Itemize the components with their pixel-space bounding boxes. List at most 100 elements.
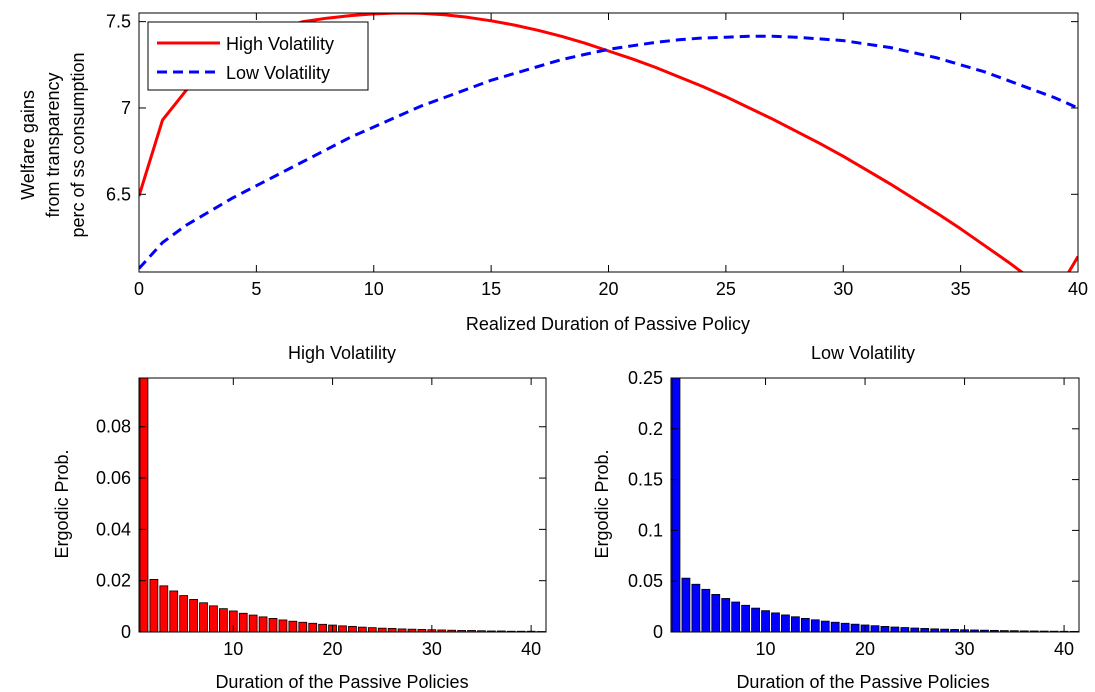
bar: [367, 627, 377, 633]
legend-label-low-volatility: Low Volatility: [226, 63, 330, 83]
axes-box: [138, 377, 547, 633]
bar: [348, 625, 357, 633]
x-tick-label: 40: [1068, 279, 1088, 299]
y-tick-label: 0.04: [96, 519, 131, 539]
bar: [701, 588, 711, 633]
x-tick-label: 30: [833, 279, 853, 299]
bar: [880, 626, 890, 633]
bar: [199, 602, 208, 633]
bar: [751, 607, 760, 633]
bar: [870, 625, 880, 633]
bar: [248, 614, 258, 633]
bar: [691, 583, 701, 633]
y-axis-label: Ergodic Prob.: [592, 449, 612, 558]
bar: [910, 627, 920, 633]
bar: [840, 622, 850, 633]
legend-label-high-volatility: High Volatility: [226, 34, 334, 54]
y-tick-label: 6.5: [106, 184, 131, 204]
chart-title-low-volatility: Low Volatility: [811, 343, 915, 363]
bar: [791, 616, 800, 633]
y-axis-label-line-1: Welfare gains: [18, 90, 38, 200]
y-axis-label: Ergodic Prob.: [52, 449, 72, 558]
bar: [377, 627, 387, 633]
bar: [820, 620, 830, 633]
y-axis-label-line-3: perc of ss consumption: [68, 52, 88, 237]
legend-box: [147, 21, 369, 91]
bar: [189, 599, 198, 633]
bar: [139, 377, 149, 633]
plot-axes: [670, 377, 1080, 633]
y-tick-label: 0.25: [628, 368, 663, 388]
bar-group: [671, 377, 1079, 633]
bar: [711, 594, 721, 633]
chart-title-high-volatility: High Volatility: [288, 343, 396, 363]
bar: [338, 625, 347, 633]
series-line-low-volatility: [139, 34, 1078, 270]
y-axis-label: Welfare gains from transparency perc of …: [18, 52, 88, 237]
y-tick-label: 0.2: [638, 419, 663, 439]
y-tick-label: 0.08: [96, 417, 131, 437]
bar: [268, 618, 278, 633]
bar: [278, 619, 288, 633]
welfare-gains-line-chart: 0 5 10 15 20 25 30 35 40 6.5 7 7.5 Realized Duratio…: [18, 12, 1088, 334]
x-tick-label: 30: [955, 639, 975, 659]
x-tick-label: 40: [521, 639, 541, 659]
x-axis-label: Duration of the Passive Policies: [736, 672, 989, 692]
axis-ticks: 10 20 30 40 0 0.05 0.1 0.15 0.2 0.25: [628, 368, 1079, 659]
y-tick-label: 0.1: [638, 520, 663, 540]
bar: [890, 626, 900, 633]
x-axis-label: Realized Duration of Passive Policy: [466, 314, 750, 334]
bar: [920, 628, 930, 633]
y-tick-label: 0: [121, 622, 131, 642]
y-tick-label: 0.15: [628, 470, 663, 490]
x-tick-label: 30: [422, 639, 442, 659]
bar: [179, 595, 189, 633]
y-tick-label: 0: [653, 622, 663, 642]
bar: [258, 616, 268, 633]
bar-group: [139, 377, 546, 633]
bar: [741, 604, 751, 633]
x-tick-label: 20: [598, 279, 618, 299]
bar: [318, 623, 328, 633]
bar: [357, 626, 367, 633]
bar: [721, 598, 731, 633]
bar: [209, 605, 218, 633]
bar: [800, 617, 810, 633]
bar: [900, 627, 910, 633]
bar: [731, 601, 741, 633]
bar: [810, 619, 820, 633]
legend: High Volatility Low Volatility: [147, 21, 369, 91]
x-tick-label: 0: [134, 279, 144, 299]
bar: [298, 621, 308, 633]
bar: [387, 628, 397, 633]
bar: [830, 621, 840, 633]
y-tick-label: 7.5: [106, 12, 131, 32]
bar: [781, 614, 790, 633]
y-tick-label: 7: [121, 98, 131, 118]
x-tick-label: 35: [951, 279, 971, 299]
x-tick-label: 20: [323, 639, 343, 659]
x-tick-label: 5: [251, 279, 261, 299]
bar: [288, 620, 298, 633]
x-tick-label: 10: [223, 639, 243, 659]
bar: [681, 577, 691, 633]
bar: [308, 622, 318, 633]
x-tick-label: 15: [481, 279, 501, 299]
x-tick-label: 40: [1054, 639, 1074, 659]
y-tick-label: 0.05: [628, 571, 663, 591]
y-axis-label-line-2: from transparency: [43, 72, 63, 217]
axis-ticks: 10 20 30 40 0 0.02 0.04 0.06 0.08: [96, 378, 546, 659]
high-volatility-bar-chart: High Volatility 10 20 30 40 0 0.02 0.04 0.06 0.0…: [52, 343, 547, 692]
x-tick-label: 10: [756, 639, 776, 659]
bar: [238, 612, 248, 633]
bar: [149, 579, 159, 633]
bar: [771, 612, 780, 633]
bar: [169, 590, 179, 633]
axes-box: [670, 377, 1080, 633]
x-tick-label: 10: [364, 279, 384, 299]
bar: [671, 377, 681, 633]
y-tick-label: 0.02: [96, 571, 131, 591]
axis-ticks: 0 5 10 15 20 25 30 35 40 6.5 7 7.5: [106, 12, 1088, 299]
bar: [159, 585, 169, 633]
